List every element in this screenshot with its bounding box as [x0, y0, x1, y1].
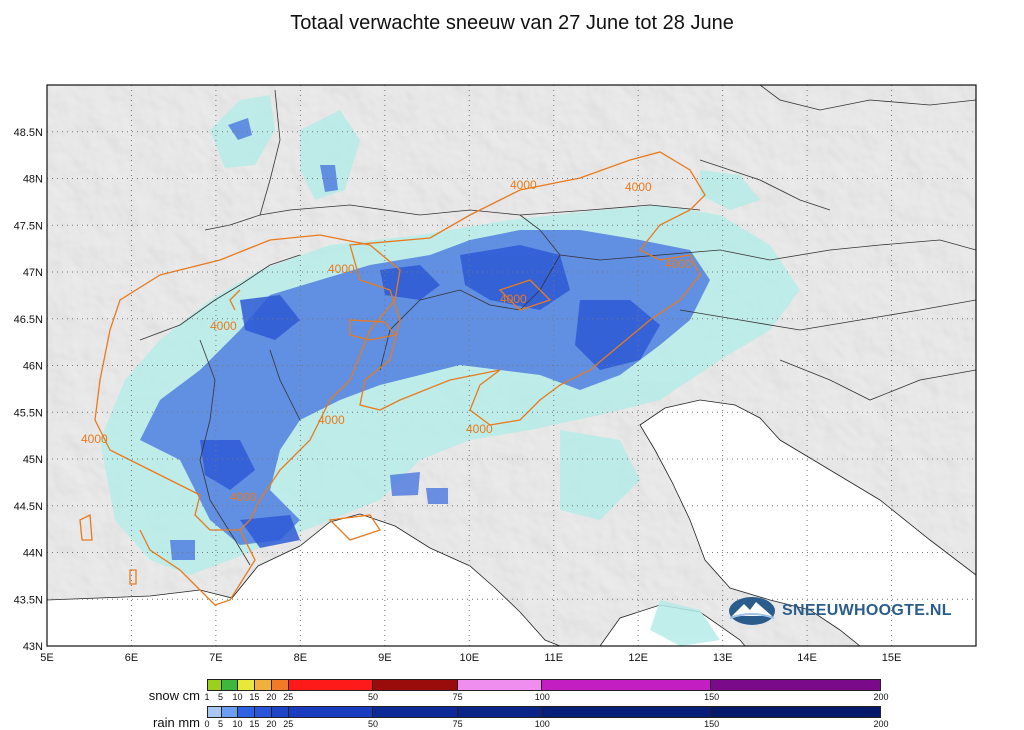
lon-tick-label: 8E [294, 652, 307, 664]
lat-tick-label: 45N [23, 454, 43, 466]
lon-tick-label: 14E [797, 652, 817, 664]
colorbar-segment [289, 707, 374, 717]
rain-colorbar [207, 706, 881, 718]
contour-label: 4000 [230, 490, 257, 504]
brand-name: SNEEUWHOOGTE.NL [782, 602, 952, 619]
colorbar-segment [221, 680, 239, 690]
rain-legend-label: rain mm [153, 715, 200, 730]
lat-tick-label: 48N [23, 174, 43, 186]
lon-tick-label: 5E [40, 652, 53, 664]
colorbar-tick-label: 15 [249, 719, 260, 729]
contour-label: 4000 [510, 178, 537, 192]
colorbar-segment [255, 707, 273, 717]
contour-label: 4000 [625, 180, 652, 194]
snow-colorbar [207, 679, 881, 691]
colorbar-segment [208, 707, 222, 717]
colorbar-segment [255, 680, 273, 690]
contour-label: 4000 [81, 432, 108, 446]
lon-tick-label: 9E [378, 652, 391, 664]
colorbar-segment [373, 707, 458, 717]
lon-tick-label: 12E [628, 652, 648, 664]
lat-lon-grid [47, 85, 976, 646]
colorbar-tick-label: 200 [873, 692, 889, 702]
lat-tick-label: 44N [23, 548, 43, 560]
colorbar-tick-label: 5 [218, 719, 224, 729]
colorbar-segment [221, 707, 239, 717]
colorbar-tick-label: 1 [204, 692, 210, 702]
colorbar-tick-label: 150 [704, 719, 720, 729]
lat-tick-label: 44.5N [14, 501, 43, 513]
lon-tick-label: 10E [459, 652, 479, 664]
colorbar-segment [289, 680, 374, 690]
lon-tick-label: 7E [209, 652, 222, 664]
lat-tick-label: 48.5N [14, 127, 43, 139]
snow-legend-label: snow cm [148, 688, 200, 703]
lat-tick-label: 43.5N [14, 594, 43, 606]
contour-label: 4000 [665, 257, 692, 271]
colorbar-segment [457, 680, 543, 690]
contour-labels: 4000 4000 4000 4000 4000 4000 4000 4000 4000 4000 [81, 178, 692, 504]
colorbar-segment [272, 680, 289, 690]
contour-label: 4000 [328, 262, 355, 276]
mountain-logo-icon [729, 597, 775, 625]
colorbar-tick-label: 10 [232, 719, 243, 729]
colorbar-tick-label: 75 [452, 719, 463, 729]
strong-precip-layer [200, 245, 660, 548]
map-frame [46, 84, 977, 647]
colorbar-segment [373, 680, 458, 690]
brand-logo: SNEEUWHOOGTE.NL [728, 594, 952, 628]
colorbar-tick-label: 50 [367, 692, 378, 702]
legend: snow cm 1 5 10 15 20 25 50 75 100 150 200 rain mm … [0, 676, 1024, 730]
lon-tick-label: 13E [713, 652, 733, 664]
colorbar-tick-label: 25 [283, 692, 294, 702]
colorbar-segment [272, 707, 289, 717]
colorbar-tick-label: 100 [534, 692, 550, 702]
colorbar-tick-label: 0 [204, 719, 210, 729]
mediterranean-sea [47, 513, 561, 646]
lat-tick-label: 47.5N [14, 220, 43, 232]
lon-tick-label: 15E [882, 652, 902, 664]
lat-tick-label: 46N [23, 361, 43, 373]
colorbar-tick-label: 20 [266, 692, 277, 702]
colorbar-tick-label: 25 [283, 719, 294, 729]
colorbar-segment [457, 707, 543, 717]
lat-tick-label: 45.5N [14, 407, 43, 419]
contour-label: 4000 [466, 422, 493, 436]
lat-tick-label: 47N [23, 267, 43, 279]
colorbar-tick-label: 15 [249, 692, 260, 702]
colorbar-segment [711, 707, 880, 717]
colorbar-segment [711, 680, 880, 690]
colorbar-tick-label: 50 [367, 719, 378, 729]
contour-label: 4000 [318, 413, 345, 427]
contour-label: 4000 [210, 319, 237, 333]
colorbar-tick-label: 200 [873, 719, 889, 729]
colorbar-tick-label: 150 [704, 692, 720, 702]
colorbar-segment [238, 680, 256, 690]
axis-tick-labels: 5E 6E 7E 8E 9E 10E 11E 12E 13E 14E 15E 43N 43.5N 44N 4… [14, 127, 902, 664]
colorbar-segment [542, 680, 712, 690]
colorbar-segment [542, 707, 712, 717]
country-borders [139, 85, 976, 566]
colorbar-tick-label: 5 [218, 692, 224, 702]
adriatic-sea [639, 399, 976, 646]
colorbar-tick-label: 100 [534, 719, 550, 729]
colorbar-tick-label: 10 [232, 692, 243, 702]
lon-tick-label: 6E [125, 652, 138, 664]
lat-tick-label: 43N [23, 641, 43, 653]
map-title: Totaal verwachte sneeuw van 27 June tot … [290, 12, 734, 34]
lat-tick-label: 46.5N [14, 314, 43, 326]
lon-tick-label: 11E [544, 652, 563, 664]
contour-label: 4000 [500, 292, 527, 306]
colorbar-tick-label: 20 [266, 719, 277, 729]
colorbar-tick-label: 75 [452, 692, 463, 702]
freezing-level-contours [79, 151, 706, 606]
colorbar-segment [208, 680, 222, 690]
colorbar-segment [238, 707, 256, 717]
